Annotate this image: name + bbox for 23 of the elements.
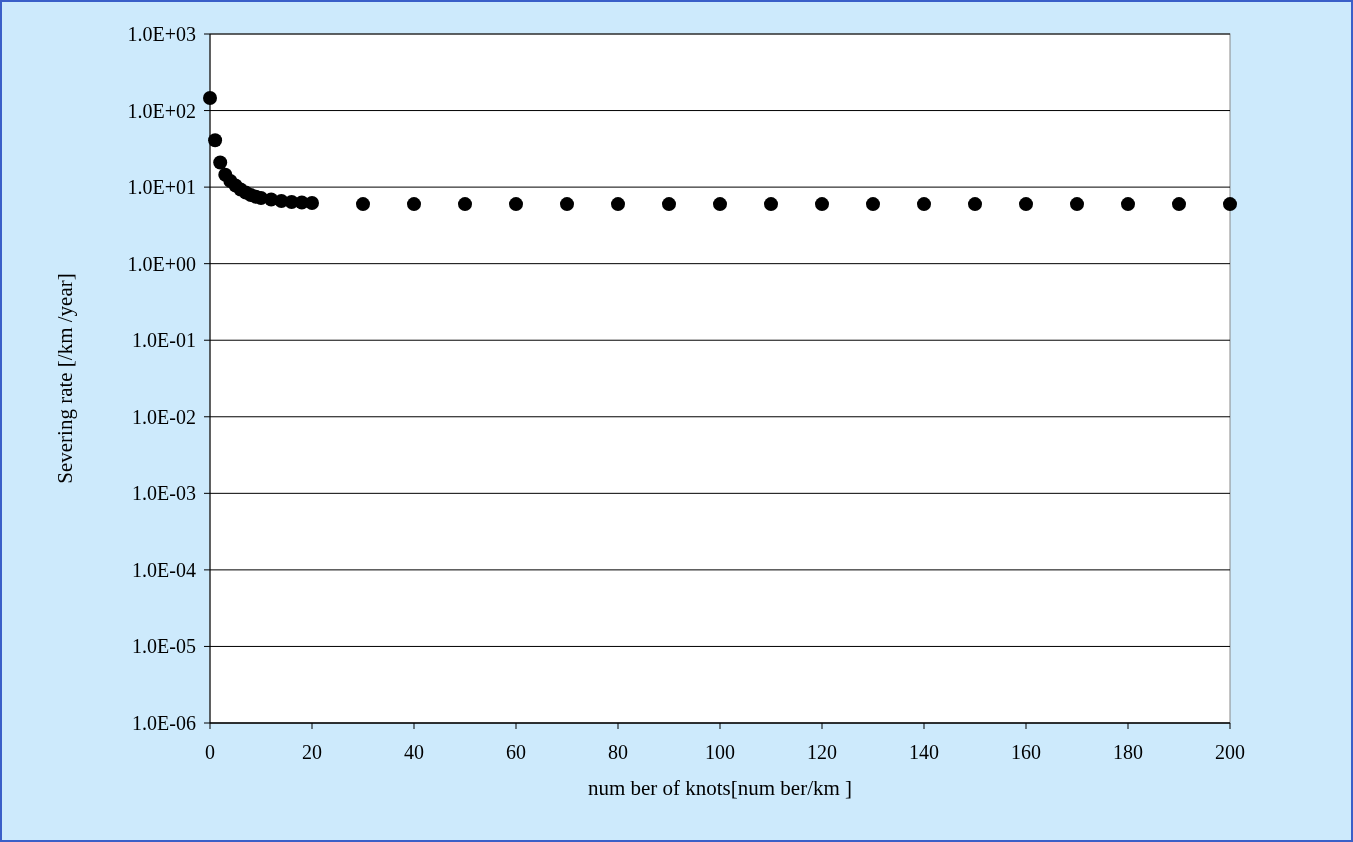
x-tick-label: 160 xyxy=(1011,741,1041,763)
x-tick-label: 40 xyxy=(404,741,424,763)
x-tick-label: 60 xyxy=(506,741,526,763)
x-tick-label: 100 xyxy=(705,741,735,763)
x-tick-label: 120 xyxy=(807,741,837,763)
x-tick-label: 140 xyxy=(909,741,939,763)
y-tick-label: 1.0E-06 xyxy=(132,712,196,734)
x-tick-label: 20 xyxy=(302,741,322,763)
x-tick-label: 180 xyxy=(1113,741,1143,763)
y-tick-label: 1.0E-02 xyxy=(132,405,196,428)
y-tick-label: 1.0E-03 xyxy=(132,482,196,505)
x-axis-title: num ber of knots[num ber/km ] xyxy=(587,776,853,800)
x-tick-label: 0 xyxy=(205,741,215,763)
y-tick-label: 1.0E-04 xyxy=(132,558,196,581)
y-tick-label: 1.0E-05 xyxy=(132,635,196,658)
y-tick-label: 1.0E+00 xyxy=(127,252,196,275)
y-tick-label: 1.0E+03 xyxy=(127,23,196,45)
y-tick-label: 1.0E+01 xyxy=(127,176,196,199)
y-tick-label: 1.0E+02 xyxy=(127,99,196,122)
x-tick-label: 200 xyxy=(1215,741,1245,763)
x-tick-label: 80 xyxy=(608,741,628,763)
y-tick-label: 1.0E-01 xyxy=(132,329,196,352)
y-axis-title: Severing rate [/km /year] xyxy=(53,273,77,484)
